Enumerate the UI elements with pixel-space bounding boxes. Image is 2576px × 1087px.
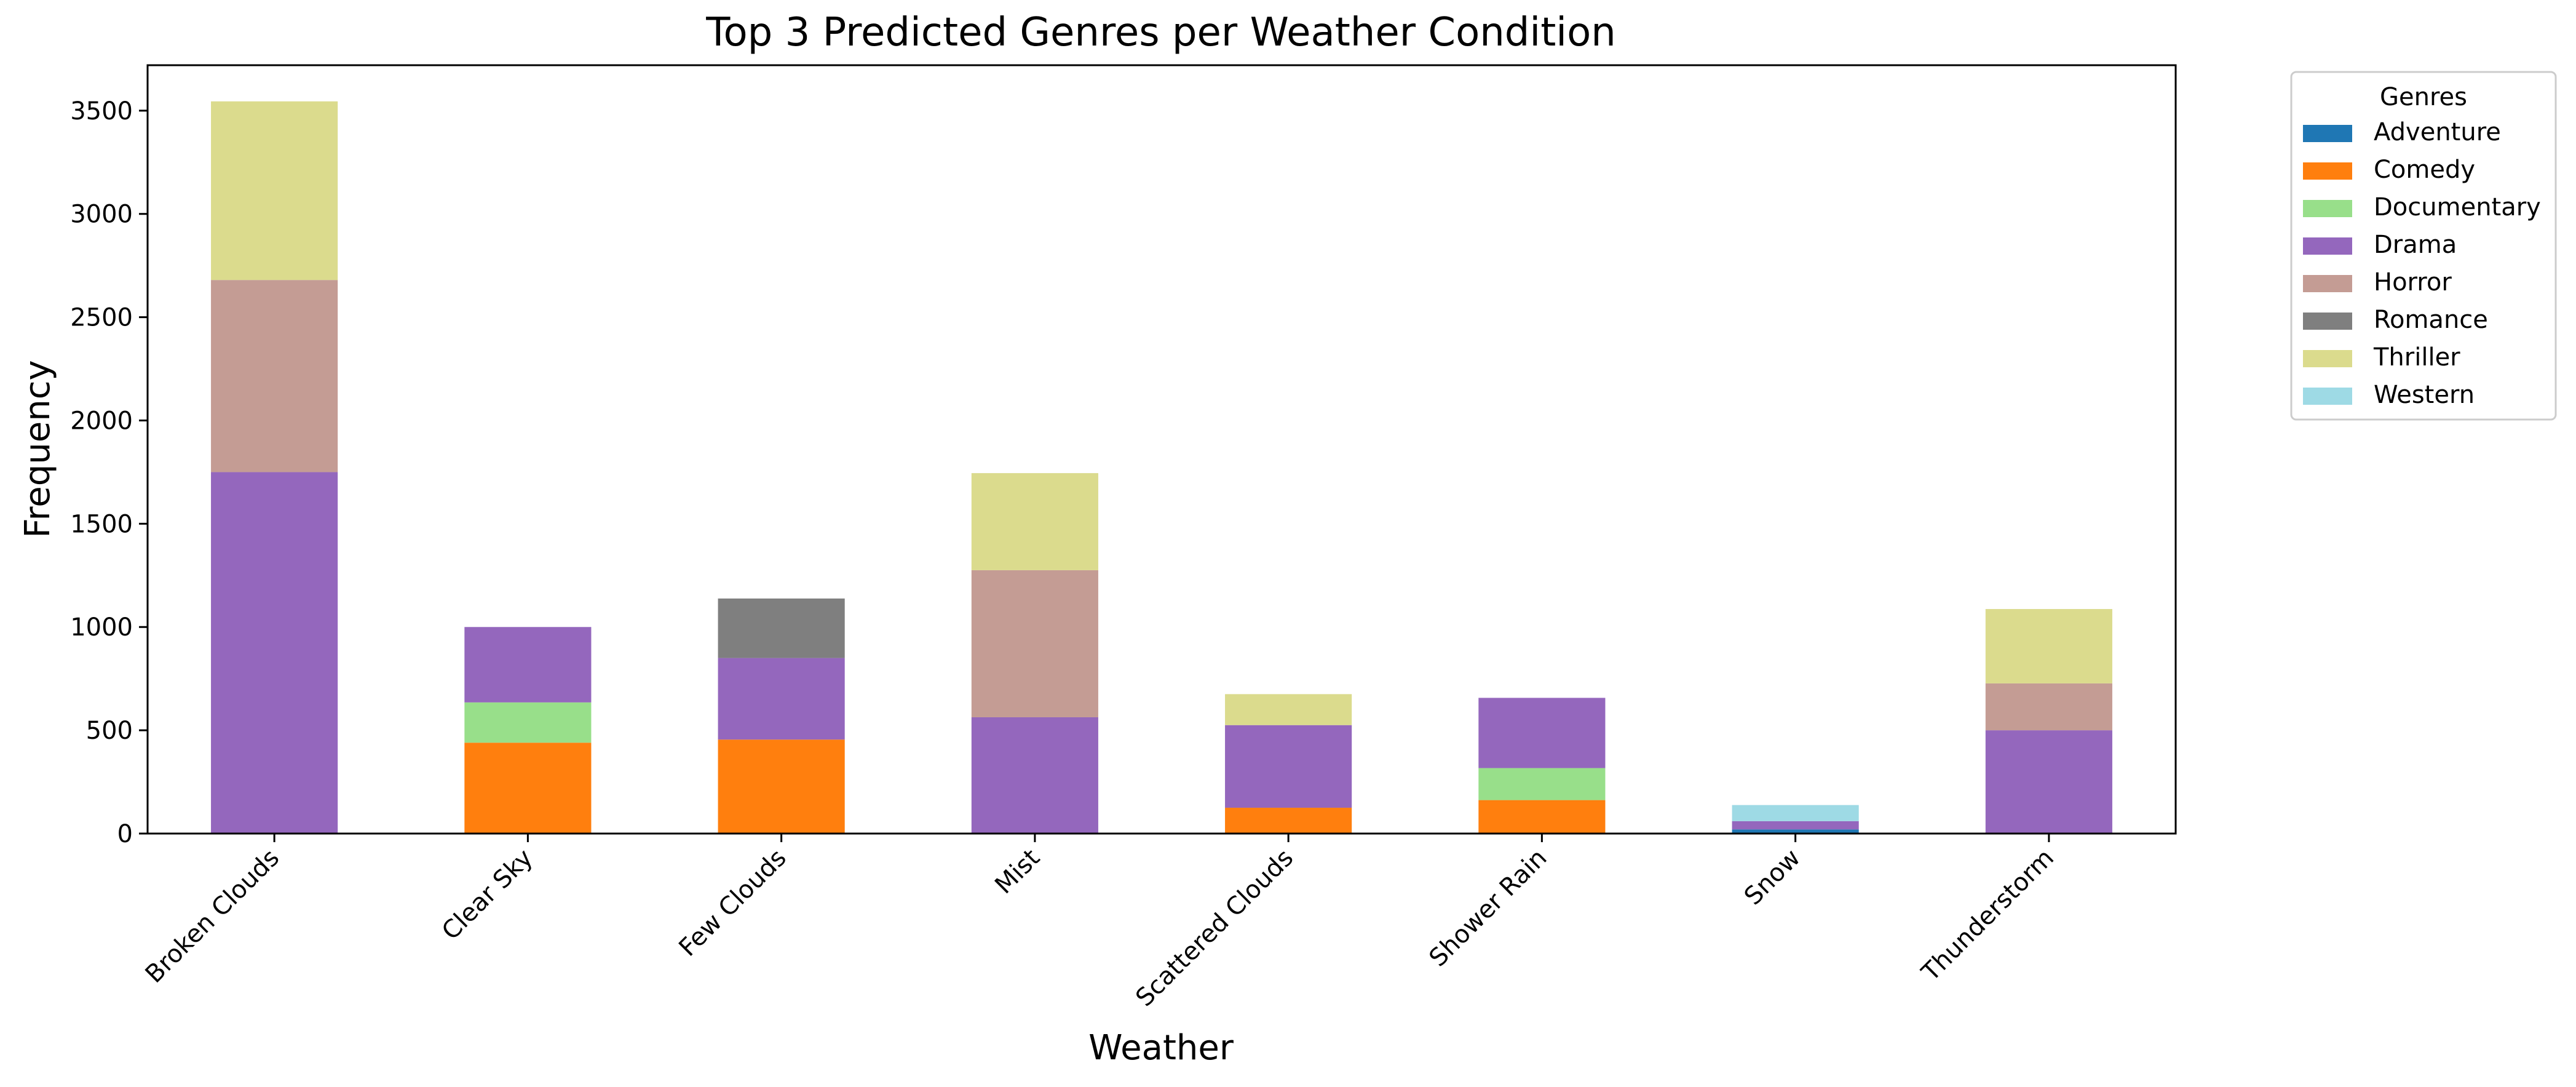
y-tick-label: 500 (86, 717, 133, 745)
y-tick-label: 3000 (70, 201, 133, 229)
bar-shower-rain-comedy (1478, 800, 1606, 834)
bar-clear-sky-drama (464, 627, 592, 703)
y-axis-label: Frequency (18, 360, 58, 538)
legend-swatch-adventure (2303, 125, 2352, 142)
plot-frame (146, 64, 2177, 835)
legend-swatch-romance (2303, 313, 2352, 330)
legend-label-drama: Drama (2374, 231, 2457, 259)
legend-label-romance: Romance (2374, 306, 2488, 334)
bar-shower-rain-drama (1478, 698, 1606, 768)
bar-clear-sky-documentary (464, 702, 592, 743)
x-tick-label: Scattered Clouds (1130, 844, 1299, 1013)
x-axis-label: Weather (1088, 1028, 1234, 1068)
bar-broken-clouds-thriller (211, 101, 338, 281)
legend-label-comedy: Comedy (2374, 156, 2475, 184)
legend-label-adventure: Adventure (2374, 118, 2501, 146)
legend-label-documentary: Documentary (2374, 193, 2541, 221)
bar-few-clouds-romance (718, 598, 845, 658)
bar-scattered-clouds-drama (1225, 725, 1352, 808)
legend-items: Adventure Comedy Documentary Drama Horror Rom… (2303, 118, 2541, 409)
legend-label-thriller: Thriller (2373, 343, 2460, 372)
y-axis: 0 500 1000 1500 2000 2500 3000 3500 (70, 97, 148, 848)
x-tick-label: Snow (1739, 844, 1806, 911)
legend-title: Genres (2380, 83, 2467, 111)
y-tick-label: 3500 (70, 97, 133, 125)
bar-few-clouds-comedy (718, 739, 845, 834)
x-tick-label: Mist (989, 844, 1045, 900)
x-tick-label: Shower Rain (1424, 844, 1552, 973)
legend-label-horror: Horror (2374, 268, 2452, 297)
legend-swatch-thriller (2303, 350, 2352, 367)
bar-snow-drama (1732, 821, 1859, 830)
bar-mist-thriller (971, 473, 1098, 570)
x-tick-label: Thunderstorm (1916, 844, 2059, 987)
y-tick-label: 0 (117, 820, 133, 848)
bar-mist-horror (971, 570, 1098, 717)
bar-snow-western (1732, 805, 1859, 821)
y-tick-label: 1000 (70, 613, 133, 642)
bar-thunderstorm-horror (1985, 683, 2112, 731)
legend-swatch-western (2303, 388, 2352, 405)
x-tick-label: Broken Clouds (140, 844, 285, 989)
y-tick-label: 1500 (70, 510, 133, 538)
bar-broken-clouds-horror (211, 280, 338, 472)
chart-title: Top 3 Predicted Genres per Weather Condi… (705, 10, 1616, 55)
legend-frame (2290, 71, 2557, 421)
x-tick-label: Few Clouds (673, 844, 791, 962)
bar-scattered-clouds-thriller (1225, 694, 1352, 725)
bar-broken-clouds-drama (211, 472, 338, 834)
bar-thunderstorm-drama (1985, 730, 2112, 834)
legend-swatch-drama (2303, 237, 2352, 255)
bar-clear-sky-comedy (464, 743, 592, 834)
legend-label-western: Western (2374, 381, 2475, 409)
bar-shower-rain-documentary (1478, 768, 1606, 800)
bar-thunderstorm-thriller (1985, 609, 2112, 683)
legend: Genres Adventure Comedy Documentary Drama Ho… (2290, 71, 2557, 421)
x-axis: Broken Clouds Clear Sky Few Clouds Mist Scat… (140, 834, 2059, 1012)
y-tick-label: 2000 (70, 407, 133, 435)
legend-swatch-comedy (2303, 162, 2352, 180)
x-tick-label: Clear Sky (437, 844, 539, 946)
legend-swatch-horror (2303, 275, 2352, 292)
bar-mist-drama (971, 717, 1098, 834)
bar-scattered-clouds-comedy (1225, 808, 1352, 834)
bar-few-clouds-drama (718, 658, 845, 740)
y-tick-label: 2500 (70, 304, 133, 332)
bar-snow-adventure (1732, 829, 1859, 834)
bars (211, 101, 2112, 834)
legend-swatch-documentary (2303, 200, 2352, 217)
